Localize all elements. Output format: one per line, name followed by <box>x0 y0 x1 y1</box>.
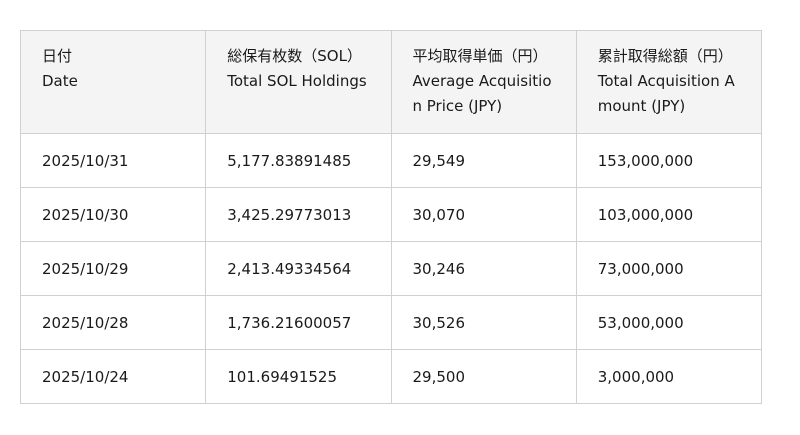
table-cell: 30,070 <box>390 187 577 242</box>
holdings-table: 日付 Date 総保有枚数（SOL） Total SOL Holdings 平均取得単価… <box>19 30 763 404</box>
table-cell: 73,000,000 <box>575 241 763 296</box>
table-cell: 2,413.49334564 <box>205 241 392 296</box>
header-cell: 総保有枚数（SOL） Total SOL Holdings <box>205 30 392 134</box>
table-cell: 2025/10/30 <box>19 187 207 242</box>
header-cell: 平均取得単価（円） Average Acquisition Price (JPY) <box>390 30 577 134</box>
header-en: Date <box>42 72 78 90</box>
table-cell: 53,000,000 <box>575 295 763 350</box>
header-row: 日付 Date 総保有枚数（SOL） Total SOL Holdings 平均取得単価… <box>19 30 763 134</box>
header-ja: 累計取得総額（円） <box>597 47 733 65</box>
header-cell: 累計取得総額（円） Total Acquisition Amount (JPY) <box>575 30 763 134</box>
header-en: Average Acquisition Price (JPY) <box>412 72 552 115</box>
table-cell: 30,246 <box>390 241 577 296</box>
table-cell: 153,000,000 <box>575 133 763 188</box>
header-cell: 日付 Date <box>19 30 207 134</box>
table-header: 日付 Date 総保有枚数（SOL） Total SOL Holdings 平均取得単価… <box>19 30 763 134</box>
table-cell: 2025/10/31 <box>19 133 207 188</box>
table-row: 2025/10/24 101.69491525 29,500 3,000,000 <box>19 349 763 404</box>
table-cell: 103,000,000 <box>575 187 763 242</box>
header-ja: 総保有枚数（SOL） <box>227 47 362 65</box>
table-cell: 29,500 <box>390 349 577 404</box>
header-en: Total SOL Holdings <box>227 72 367 90</box>
table-cell: 3,000,000 <box>575 349 763 404</box>
table-cell: 29,549 <box>390 133 577 188</box>
header-en: Total Acquisition Amount (JPY) <box>597 72 735 115</box>
table-cell: 2025/10/24 <box>19 349 207 404</box>
header-ja: 平均取得単価（円） <box>412 47 548 65</box>
table-row: 2025/10/31 5,177.83891485 29,549 153,000,00… <box>19 133 763 188</box>
table-row: 2025/10/28 1,736.21600057 30,526 53,000,000 <box>19 295 763 350</box>
table-body: 2025/10/31 5,177.83891485 29,549 153,000,00… <box>19 133 763 404</box>
table-cell: 5,177.83891485 <box>205 133 392 188</box>
table-cell: 2025/10/28 <box>19 295 207 350</box>
table-row: 2025/10/30 3,425.29773013 30,070 103,000,00… <box>19 187 763 242</box>
table-cell: 3,425.29773013 <box>205 187 392 242</box>
table-row: 2025/10/29 2,413.49334564 30,246 73,000,000 <box>19 241 763 296</box>
table-cell: 101.69491525 <box>205 349 392 404</box>
table-cell: 1,736.21600057 <box>205 295 392 350</box>
table-cell: 30,526 <box>390 295 577 350</box>
table-cell: 2025/10/29 <box>19 241 207 296</box>
header-ja: 日付 <box>42 47 73 65</box>
